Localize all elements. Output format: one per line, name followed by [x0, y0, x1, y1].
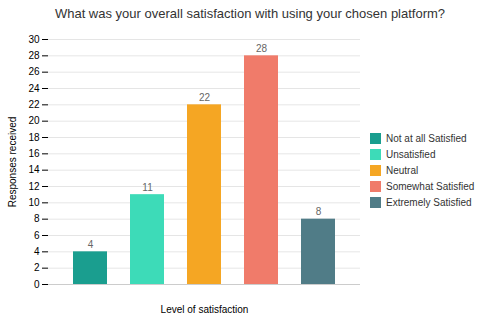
svg-text:0: 0	[34, 279, 40, 290]
svg-text:14: 14	[28, 164, 40, 175]
svg-text:8: 8	[316, 206, 322, 217]
html-text:Neutral: Neutral	[386, 165, 419, 176]
svg-text:Level of satisfaction: Level of satisfaction	[161, 304, 249, 315]
svg-text:30: 30	[28, 34, 40, 45]
html-text:Not at all Satisfied: Not at all Satisfied	[386, 133, 467, 144]
svg-text:8: 8	[34, 213, 40, 224]
svg-text:4: 4	[88, 239, 94, 250]
svg-text:22: 22	[28, 99, 40, 110]
html-text:What was your overall satisfac: What was your overall satisfaction with …	[54, 6, 446, 21]
svg-text:Responses received: Responses received	[7, 117, 18, 208]
svg-text:4: 4	[34, 246, 40, 257]
html-text:Extremely Satisfied: Extremely Satisfied	[386, 197, 472, 208]
svg-text:24: 24	[28, 83, 40, 94]
svg-text:20: 20	[28, 115, 40, 126]
svg-text:26: 26	[28, 66, 40, 77]
svg-text:10: 10	[28, 197, 40, 208]
svg-text:18: 18	[28, 132, 40, 143]
html-text:Somewhat Satisfied: Somewhat Satisfied	[386, 181, 475, 192]
svg-text:22: 22	[199, 92, 211, 103]
svg-text:28: 28	[28, 50, 40, 61]
svg-text:16: 16	[28, 148, 40, 159]
svg-text:11: 11	[142, 182, 153, 193]
svg-text:6: 6	[34, 230, 40, 241]
svg-text:12: 12	[28, 181, 40, 192]
html-text:Unsatisfied: Unsatisfied	[386, 149, 436, 160]
svg-text:28: 28	[256, 43, 268, 54]
svg-text:2: 2	[34, 262, 40, 273]
